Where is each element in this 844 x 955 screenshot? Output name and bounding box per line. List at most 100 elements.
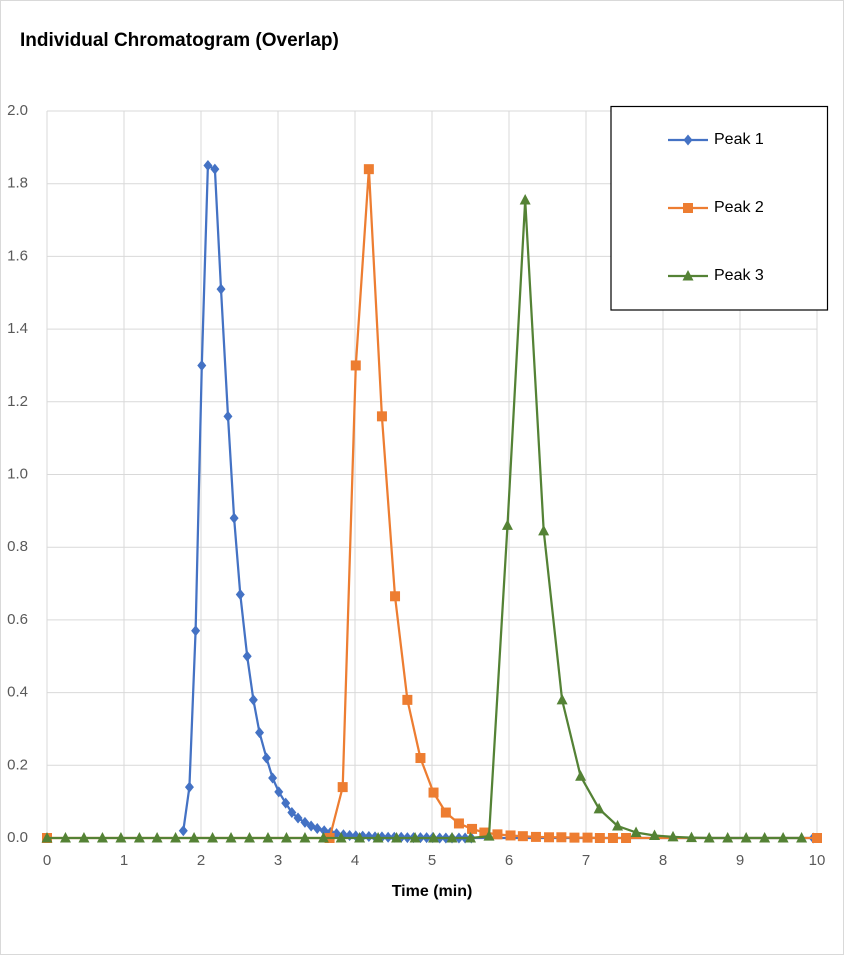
marker: [274, 786, 284, 798]
marker: [317, 832, 329, 843]
marker: [261, 752, 271, 764]
marker: [607, 833, 618, 843]
y-tick-label: 1.2: [7, 393, 28, 410]
y-tick-label: 0.8: [7, 538, 28, 555]
marker: [184, 781, 194, 793]
marker: [649, 829, 661, 840]
marker: [582, 832, 593, 843]
marker: [492, 829, 503, 840]
marker: [372, 832, 384, 843]
marker: [115, 832, 127, 843]
marker: [409, 832, 421, 843]
legend-label: Peak 3: [714, 267, 764, 284]
y-tick-label: 2.0: [7, 102, 28, 119]
marker: [505, 830, 516, 841]
marker: [210, 163, 220, 175]
x-axis-title: Time (min): [392, 883, 473, 900]
marker: [703, 832, 715, 843]
marker: [350, 360, 361, 371]
marker: [255, 727, 265, 739]
legend-label: Peak 2: [714, 199, 764, 216]
legend: Peak 1 Peak 2 Peak 3: [610, 105, 829, 311]
marker: [229, 512, 239, 524]
marker: [446, 832, 458, 843]
marker: [133, 832, 145, 843]
marker: [178, 825, 188, 837]
marker: [390, 591, 401, 602]
legend-entry: Peak 3: [668, 267, 764, 284]
marker: [428, 787, 439, 798]
marker: [479, 827, 490, 838]
legend-marker: [683, 134, 693, 146]
marker: [216, 283, 226, 295]
x-tick-label: 7: [582, 852, 590, 869]
y-tick-label: 0.0: [7, 829, 28, 846]
chart-title: Individual Chromatogram (Overlap): [20, 30, 339, 51]
marker: [428, 832, 440, 843]
marker: [593, 802, 605, 814]
marker: [556, 832, 567, 843]
marker: [262, 832, 274, 843]
x-tick-label: 4: [351, 852, 359, 869]
x-tick-label: 5: [428, 852, 436, 869]
x-tick-label: 3: [274, 852, 282, 869]
marker: [225, 832, 237, 843]
legend-box: [610, 105, 829, 311]
marker: [621, 833, 632, 843]
marker: [268, 772, 278, 784]
marker: [483, 830, 495, 841]
marker: [415, 753, 426, 764]
y-tick-label: 0.2: [7, 756, 28, 773]
marker: [41, 832, 53, 843]
marker: [203, 160, 213, 172]
marker: [335, 832, 347, 843]
marker: [78, 832, 90, 843]
x-tick-label: 1: [120, 852, 128, 869]
x-tick-label: 8: [659, 852, 667, 869]
marker: [207, 832, 219, 843]
marker: [170, 832, 182, 843]
marker: [538, 524, 550, 536]
marker: [337, 782, 348, 793]
marker: [364, 831, 374, 843]
marker: [191, 625, 201, 637]
marker: [188, 832, 200, 843]
marker: [519, 194, 531, 205]
marker: [544, 832, 555, 843]
y-tick-label: 0.6: [7, 611, 28, 628]
y-tick-label: 1.0: [7, 465, 28, 482]
y-tick-label: 1.6: [7, 247, 28, 264]
marker: [376, 411, 387, 422]
x-tick-label: 2: [197, 852, 205, 869]
marker: [630, 826, 642, 838]
legend-entry: Peak 1: [668, 131, 764, 148]
marker: [465, 832, 476, 843]
marker: [777, 832, 789, 843]
marker: [759, 832, 771, 843]
marker: [685, 831, 697, 843]
legend-marker: [682, 270, 694, 281]
y-tick-label: 1.4: [7, 320, 28, 337]
marker: [197, 359, 207, 371]
marker: [96, 832, 108, 843]
marker: [280, 832, 292, 843]
marker: [300, 816, 310, 828]
legend-label: Peak 1: [714, 131, 764, 148]
marker: [59, 832, 71, 843]
marker: [594, 833, 605, 843]
marker: [299, 832, 311, 843]
marker: [667, 830, 679, 842]
marker: [530, 831, 541, 842]
marker: [812, 833, 822, 843]
marker: [575, 770, 587, 781]
marker: [151, 832, 163, 843]
marker: [612, 820, 624, 831]
marker: [501, 519, 513, 530]
marker: [235, 588, 245, 600]
marker: [722, 832, 734, 843]
marker: [740, 832, 752, 843]
marker: [517, 831, 528, 842]
marker: [556, 693, 568, 705]
marker: [440, 807, 451, 818]
x-tick-label: 6: [505, 852, 513, 869]
